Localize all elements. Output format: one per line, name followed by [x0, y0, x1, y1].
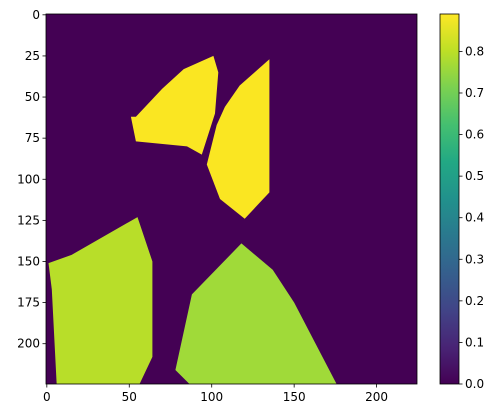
y-axis: 0 25 50 75 100 125 150 175 200 — [17, 8, 46, 351]
colorbar-tick-label: 0.6 — [465, 128, 484, 142]
colorbar-frame — [439, 13, 460, 385]
x-tick-label: 50 — [122, 390, 137, 404]
heatmap-region-4 — [175, 243, 337, 384]
plot-frame — [45, 13, 418, 385]
x-tick-label: 100 — [200, 390, 223, 404]
y-tick-label: 50 — [25, 90, 40, 104]
colorbar-tick-label: 0.2 — [465, 294, 484, 308]
heatmap-region-1 — [130, 55, 219, 155]
colorbar-tick-label: 0.7 — [465, 86, 484, 100]
y-tick-label: 25 — [25, 49, 40, 63]
heatmap-plot-area — [45, 13, 418, 385]
x-tick-label: 150 — [283, 390, 306, 404]
colorbar-tick-label: 0.3 — [465, 252, 484, 266]
y-tick-label: 125 — [17, 213, 40, 227]
y-tick-label: 150 — [17, 254, 40, 268]
colorbar-gradient — [440, 14, 459, 384]
x-tick-label: 0 — [43, 390, 51, 404]
y-tick-label: 100 — [17, 172, 40, 186]
y-tick-label: 200 — [17, 337, 40, 351]
colorbar-tick-label: 0.0 — [465, 377, 484, 391]
colorbar: 0.0 0.1 0.2 0.3 0.4 0.5 0.6 0.7 0.8 — [439, 13, 484, 391]
colorbar-tick-label: 0.8 — [465, 44, 484, 58]
colorbar-tick-label: 0.5 — [465, 169, 484, 183]
colorbar-tick-label: 0.1 — [465, 335, 484, 349]
x-axis: 0 50 100 150 200 — [43, 384, 388, 404]
y-tick-label: 0 — [32, 8, 40, 22]
y-tick-label: 175 — [17, 296, 40, 310]
heatmap-region-2 — [206, 59, 270, 219]
colorbar-tick-label: 0.4 — [465, 211, 484, 225]
y-tick-label: 75 — [25, 131, 40, 145]
x-tick-label: 200 — [365, 390, 388, 404]
heatmap-region-3 — [48, 217, 153, 384]
